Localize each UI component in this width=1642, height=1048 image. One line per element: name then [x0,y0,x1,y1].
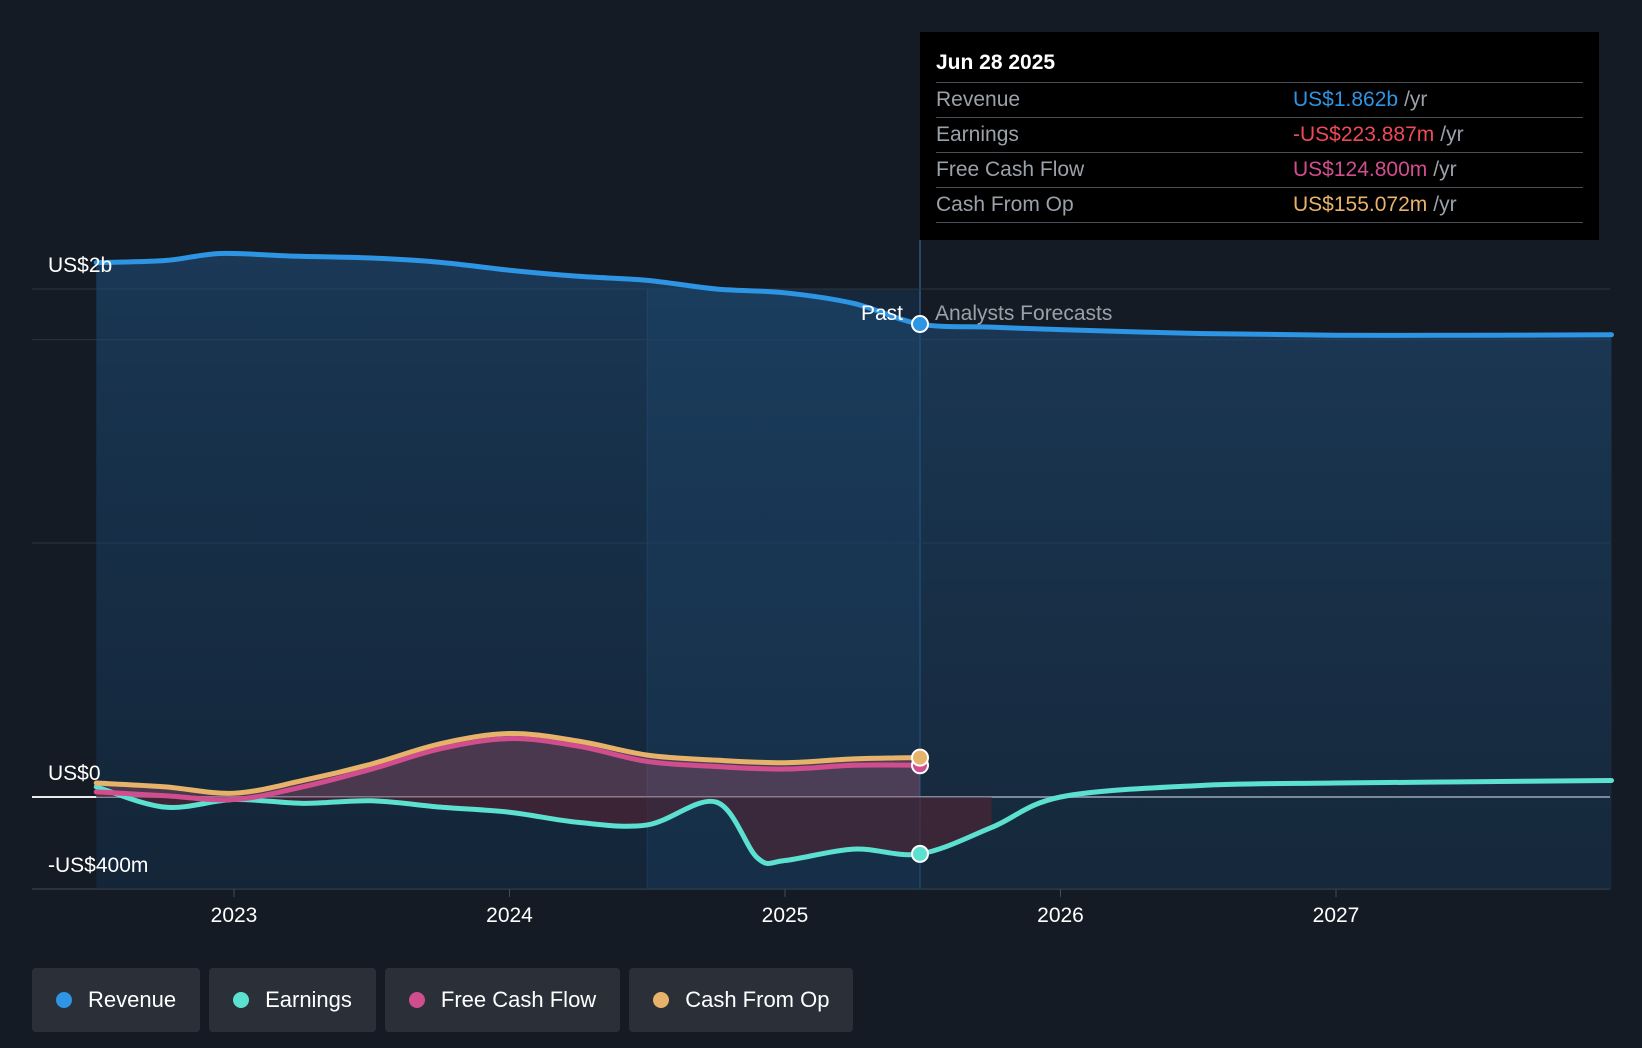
tooltip-unit: /yr [1404,88,1428,111]
forecast-label: Analysts Forecasts [935,302,1112,325]
tooltip-unit: /yr [1433,193,1457,216]
tooltip-label: Free Cash Flow [936,158,1085,181]
legend-dot-icon [408,992,425,1008]
tooltip-row-earnings: Earnings -US$223.887m /yr [936,117,1583,152]
legend-label: Cash From Op [685,987,830,1012]
tooltip-value: US$124.800m [1293,158,1428,181]
legend-item-cash-from-op[interactable]: Cash From Op [629,968,854,1032]
y-axis-label: US$2b [48,254,112,277]
legend-dot-icon [233,992,250,1008]
y-axis-label: -US$400m [48,854,148,877]
earnings-marker [910,844,929,863]
tooltip-row-cash-from-op: Cash From Op US$155.072m /yr [936,187,1583,223]
tooltip-label: Revenue [936,88,1021,111]
legend-dot-icon [56,992,72,1008]
y-axis-label: US$0 [48,762,101,785]
legend-label: Revenue [88,987,177,1012]
tooltip-label: Cash From Op [936,193,1074,216]
tooltip-panel: Jun 28 2025 Revenue US$1.862b /yr Earnin… [920,32,1599,240]
past-label: Past [861,302,903,325]
tooltip-unit: /yr [1440,123,1464,146]
revenue-marker [910,315,929,334]
x-tick-label: 2027 [1313,904,1360,927]
x-tick-label: 2024 [486,904,533,927]
tooltip-unit: /yr [1433,158,1457,181]
x-tick-label: 2025 [762,904,809,927]
legend-label: Free Cash Flow [440,987,597,1012]
legend-label: Earnings [265,987,352,1012]
legend-item-revenue[interactable]: Revenue [32,968,201,1032]
earnings-line [93,777,1614,866]
legend-item-free-cash-flow[interactable]: Free Cash Flow [384,968,621,1032]
tooltip-value: -US$223.887m [1293,123,1435,146]
x-tick-label: 2026 [1037,904,1084,927]
earnings-area [96,786,992,864]
tooltip-label: Earnings [936,123,1019,146]
cash-from-op-marker [910,748,929,767]
legend: Revenue Earnings Free Cash Flow Cash Fro… [32,968,854,1032]
legend-item-earnings[interactable]: Earnings [209,968,376,1032]
tooltip-row-revenue: Revenue US$1.862b /yr [936,82,1583,117]
revenue-area [96,253,1612,889]
tooltip-value: US$155.072m [1293,193,1428,216]
revenue-line [93,250,1614,338]
tooltip-value: US$1.862b [1293,88,1399,111]
tooltip-row-free-cash-flow: Free Cash Flow US$124.800m /yr [936,152,1583,187]
tooltip-date: Jun 28 2025 [936,51,1056,74]
free-cash-flow-line [93,736,923,803]
legend-dot-icon [653,992,670,1008]
x-tick-label: 2023 [211,904,258,927]
cash-from-op-line [93,730,923,796]
